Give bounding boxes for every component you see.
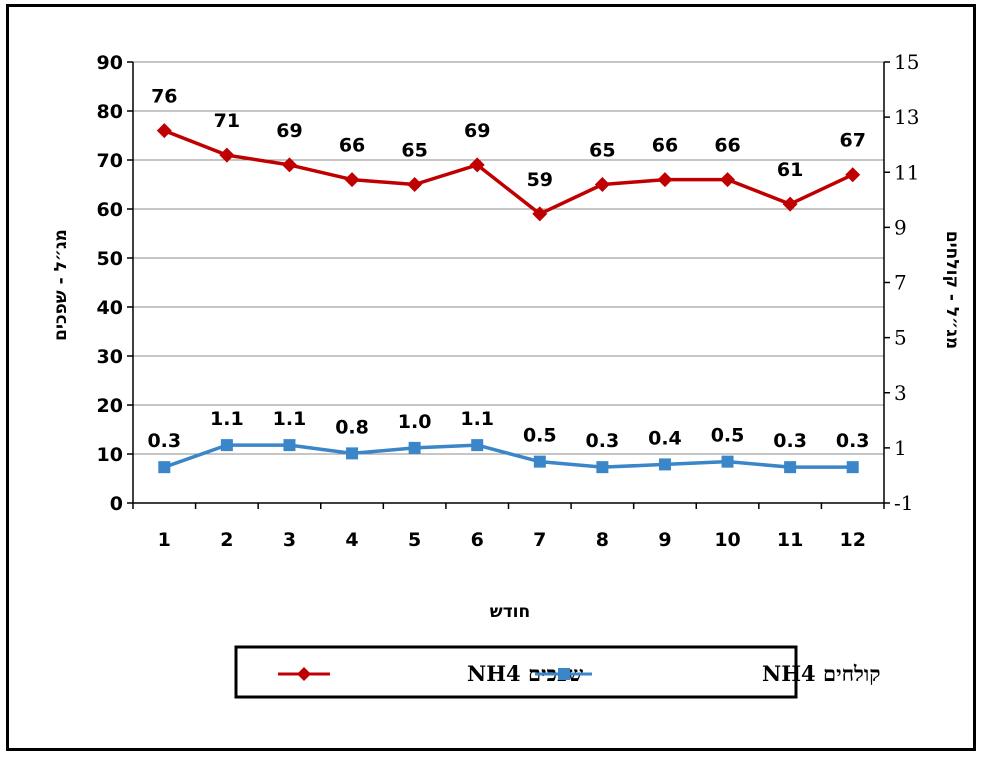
x-tick-label: 1 xyxy=(158,529,171,551)
x-axis-title: חודש xyxy=(490,602,530,622)
data-label-sewage: 61 xyxy=(777,159,803,181)
data-point-effluent xyxy=(471,439,484,452)
data-point-effluent xyxy=(346,447,359,460)
data-point-sewage xyxy=(657,172,673,188)
data-point-sewage xyxy=(720,172,736,188)
data-label-effluent: 0.3 xyxy=(586,430,620,452)
legend-label-effluent: קולחים NH4 xyxy=(762,661,880,686)
data-label-effluent: 0.3 xyxy=(773,430,807,452)
data-label-effluent: 1.0 xyxy=(398,411,432,433)
data-label-sewage: 69 xyxy=(464,120,490,142)
data-point-effluent xyxy=(533,455,546,468)
data-point-sewage xyxy=(594,177,610,192)
legend: שפכים NH4 קולחים NH4 xyxy=(234,645,880,699)
y-left-tick-label: 30 xyxy=(97,346,123,368)
gridlines xyxy=(133,61,884,455)
x-tick-label: 2 xyxy=(220,529,233,551)
data-label-sewage: 67 xyxy=(839,130,865,152)
data-point-sewage xyxy=(344,172,360,188)
x-tick-label: 10 xyxy=(714,529,740,551)
data-point-sewage xyxy=(532,206,548,222)
data-label-sewage: 71 xyxy=(214,110,240,132)
y-left-tick-label: 50 xyxy=(97,248,123,270)
y-right-tick-label: 7 xyxy=(894,271,907,295)
data-label-effluent: 0.3 xyxy=(836,430,870,452)
data-label-effluent: 1.1 xyxy=(273,408,307,430)
x-tick-label: 7 xyxy=(533,529,546,551)
data-label-effluent: 1.1 xyxy=(210,408,244,430)
legend-item-effluent: קולחים NH4 xyxy=(535,661,880,686)
data-point-effluent xyxy=(596,461,609,474)
y-left-tick-label: 70 xyxy=(97,150,123,172)
x-tick-label: 6 xyxy=(471,529,484,551)
data-label-effluent: 0.8 xyxy=(335,416,369,438)
series-line-sewage xyxy=(163,128,854,216)
series-layer xyxy=(156,123,861,474)
data-label-sewage: 66 xyxy=(652,135,678,157)
data-point-effluent xyxy=(408,441,421,454)
data-point-sewage xyxy=(156,123,172,139)
x-tick-label: 4 xyxy=(345,529,358,551)
chart-frame xyxy=(6,4,976,751)
data-label-sewage: 59 xyxy=(527,169,553,191)
data-label-effluent: 0.5 xyxy=(523,425,557,447)
y-right-tick-label: -1 xyxy=(894,491,913,515)
data-point-sewage xyxy=(219,147,235,163)
y-left-tick-label: 80 xyxy=(97,101,123,123)
x-tick-label: 3 xyxy=(283,529,296,551)
data-point-effluent xyxy=(846,461,859,474)
x-tick-label: 8 xyxy=(596,529,609,551)
data-label-sewage: 69 xyxy=(276,120,302,142)
y-left-tick-label: 10 xyxy=(97,444,123,466)
y-right-tick-label: 3 xyxy=(894,381,907,405)
data-label-sewage: 65 xyxy=(401,140,427,162)
y-left-tick-label: 0 xyxy=(110,493,123,515)
data-point-effluent xyxy=(158,461,171,474)
data-label-effluent: 1.1 xyxy=(460,408,494,430)
y-left-tick-label: 60 xyxy=(97,199,123,221)
x-tick-label: 12 xyxy=(839,529,865,551)
series-line-effluent xyxy=(163,443,853,469)
data-point-effluent xyxy=(220,439,233,452)
y-right-tick-label: 13 xyxy=(894,105,919,129)
data-labels: 76 71 69 66 65 69 59 65 66 66 61 67 0.3 1.1 1.1 0.8 1.0 1… xyxy=(147,86,869,453)
data-label-effluent: 0.3 xyxy=(147,430,181,452)
x-tick-label: 5 xyxy=(408,529,421,551)
data-label-sewage: 76 xyxy=(151,86,177,108)
data-point-sewage xyxy=(782,196,798,212)
y-right-tick-label: 15 xyxy=(894,50,919,74)
y-left-tick-label: 90 xyxy=(97,52,123,74)
y-axis-right-title: מג״ל - קולחים xyxy=(942,231,962,349)
data-point-effluent xyxy=(658,458,671,471)
y-right-tick-label: 9 xyxy=(894,215,907,239)
data-point-sewage xyxy=(845,167,861,183)
y-left-tick-label: 40 xyxy=(97,297,123,319)
y-axis-left-title: מג״ל - שפכים xyxy=(51,229,71,341)
data-point-effluent xyxy=(283,439,296,452)
data-label-effluent: 0.5 xyxy=(711,425,745,447)
legend-marker-effluent xyxy=(558,668,570,680)
data-point-sewage xyxy=(469,157,485,173)
x-tick-label: 9 xyxy=(658,529,671,551)
data-label-sewage: 65 xyxy=(589,140,615,162)
data-point-effluent xyxy=(784,461,797,474)
data-label-effluent: 0.4 xyxy=(648,427,682,449)
legend-box xyxy=(234,645,798,699)
y-right-tick-label: 1 xyxy=(894,436,907,460)
data-label-sewage: 66 xyxy=(714,135,740,157)
data-point-sewage xyxy=(281,157,297,173)
data-label-sewage: 66 xyxy=(339,135,365,157)
data-point-sewage xyxy=(407,177,423,192)
legend-marker-sewage xyxy=(297,667,311,681)
y-right-tick-label: 11 xyxy=(894,160,919,184)
y-right-tick-label: 5 xyxy=(894,326,907,350)
y-left-tick-label: 20 xyxy=(97,395,123,417)
x-tick-label: 11 xyxy=(777,529,803,551)
data-point-effluent xyxy=(721,455,734,468)
